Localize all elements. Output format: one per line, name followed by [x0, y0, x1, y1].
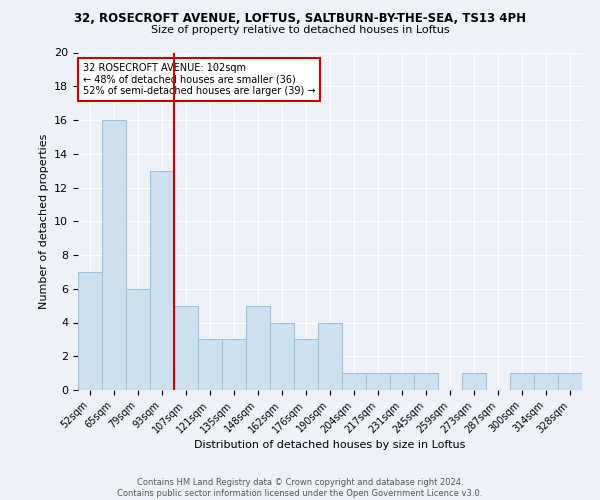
Text: 32, ROSECROFT AVENUE, LOFTUS, SALTBURN-BY-THE-SEA, TS13 4PH: 32, ROSECROFT AVENUE, LOFTUS, SALTBURN-B… — [74, 12, 526, 26]
Bar — [150, 170, 174, 390]
Bar — [534, 373, 558, 390]
Bar — [126, 289, 150, 390]
Bar — [510, 373, 534, 390]
Text: 32 ROSECROFT AVENUE: 102sqm
← 48% of detached houses are smaller (36)
52% of sem: 32 ROSECROFT AVENUE: 102sqm ← 48% of det… — [83, 62, 316, 96]
Bar — [174, 306, 198, 390]
X-axis label: Distribution of detached houses by size in Loftus: Distribution of detached houses by size … — [194, 440, 466, 450]
Bar — [246, 306, 270, 390]
Bar — [390, 373, 414, 390]
Bar — [414, 373, 438, 390]
Text: Size of property relative to detached houses in Loftus: Size of property relative to detached ho… — [151, 25, 449, 35]
Bar — [558, 373, 582, 390]
Bar — [198, 340, 222, 390]
Text: Contains HM Land Registry data © Crown copyright and database right 2024.
Contai: Contains HM Land Registry data © Crown c… — [118, 478, 482, 498]
Bar — [270, 322, 294, 390]
Bar — [78, 272, 102, 390]
Bar — [342, 373, 366, 390]
Bar — [318, 322, 342, 390]
Bar — [366, 373, 390, 390]
Bar — [222, 340, 246, 390]
Bar — [102, 120, 126, 390]
Bar — [294, 340, 318, 390]
Y-axis label: Number of detached properties: Number of detached properties — [38, 134, 49, 309]
Bar — [462, 373, 486, 390]
